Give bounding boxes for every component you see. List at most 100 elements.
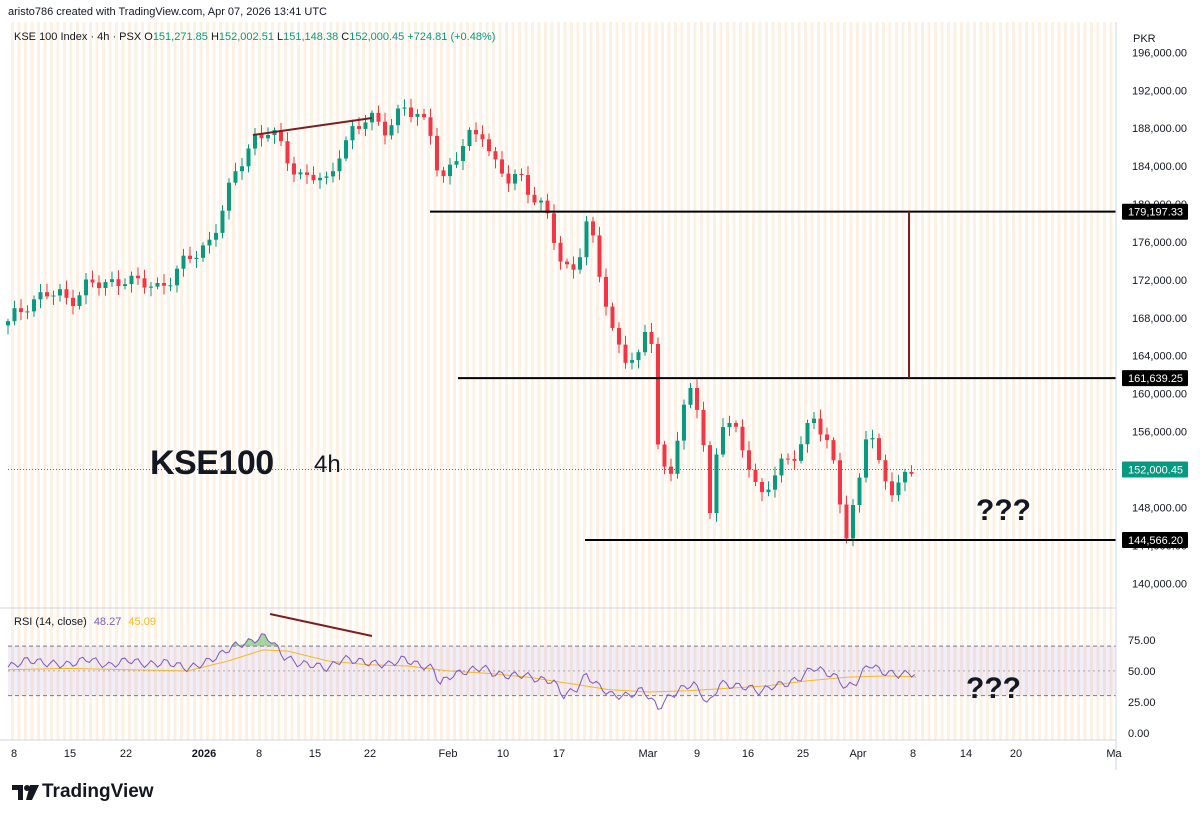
tradingview-brand-name[interactable]: TradingView <box>42 781 154 802</box>
tradingview-logo-icon[interactable] <box>12 782 40 804</box>
candle-body <box>890 481 894 496</box>
session-stripe <box>498 22 502 740</box>
session-stripe <box>472 22 476 740</box>
price-label-box <box>1122 532 1188 548</box>
candle-body <box>539 200 543 203</box>
candle-body <box>90 279 95 283</box>
session-stripe <box>245 22 248 740</box>
candle-body <box>883 460 888 482</box>
session-stripe <box>492 22 495 740</box>
price-label-text: 161,639.25 <box>1128 373 1183 385</box>
candle-body <box>448 164 452 177</box>
session-stripe <box>466 22 469 740</box>
session-stripe <box>511 22 515 740</box>
candle-body <box>6 321 10 326</box>
rsi-ma-line <box>7 649 917 693</box>
candle-body <box>604 276 608 307</box>
session-stripe <box>882 22 885 740</box>
candle-body <box>753 469 758 482</box>
price-tick-label: 164,000.00 <box>1132 351 1187 363</box>
session-stripe <box>615 22 619 740</box>
session-stripe <box>56 22 60 740</box>
session-stripe <box>1064 22 1067 740</box>
session-stripe <box>459 22 463 740</box>
time-tick-label: 25 <box>797 748 809 760</box>
candle-body <box>558 242 563 262</box>
candle-body <box>591 221 595 236</box>
candle-body <box>162 283 166 286</box>
candle-body <box>597 235 602 277</box>
candle-body <box>513 174 517 184</box>
candle-body <box>877 438 881 461</box>
session-stripe <box>1044 22 1048 740</box>
candle-body <box>324 176 329 178</box>
candle-body <box>415 114 420 117</box>
session-stripe <box>89 22 92 740</box>
candle-body <box>240 166 244 172</box>
session-stripe <box>570 22 573 740</box>
session-stripe <box>687 22 690 740</box>
price-panel[interactable] <box>6 98 1116 547</box>
session-stripe <box>609 22 612 740</box>
candle-body <box>903 471 907 483</box>
session-stripe <box>667 22 671 740</box>
candle-body <box>116 279 121 286</box>
candle-body <box>825 434 829 441</box>
session-stripe <box>674 22 677 740</box>
candle-body <box>636 352 641 361</box>
time-axis[interactable]: 8 15 22 2026 8 15 22 Feb 10 17 Mar 9 16 25 Apr 8 14 20 Ma <box>11 748 1123 760</box>
candle-body <box>435 135 439 171</box>
candle-body <box>305 172 309 175</box>
session-stripe <box>518 22 521 740</box>
candle-body <box>350 126 355 141</box>
candle-body <box>701 409 706 446</box>
session-stripe <box>979 22 983 740</box>
session-stripe <box>69 22 73 740</box>
session-stripe <box>414 22 417 740</box>
price-label-text: 144,566.20 <box>1128 535 1183 547</box>
price-tick-label: 168,000.00 <box>1132 313 1187 325</box>
price-tick-label: 160,000.00 <box>1132 389 1187 401</box>
rsi-name[interactable]: RSI (14, close) <box>14 616 87 628</box>
candle-body <box>526 175 530 195</box>
time-tick-label: 22 <box>120 748 132 760</box>
price-tick-label: 196,000.00 <box>1132 47 1187 59</box>
session-stripe <box>849 22 853 740</box>
session-stripe <box>797 22 801 740</box>
rsi-panel[interactable] <box>7 613 1116 710</box>
session-stripe <box>219 22 222 740</box>
session-stripe <box>154 22 157 740</box>
time-tick-label: Mar <box>639 748 658 760</box>
rsi-axis[interactable]: 75.00 50.00 25.00 0.00 <box>1128 635 1156 740</box>
candle-body <box>227 182 231 211</box>
session-stripe <box>778 22 781 740</box>
session-stripe <box>329 22 333 740</box>
candle-body <box>123 284 127 286</box>
session-stripe <box>550 22 554 740</box>
price-axis[interactable]: 196,000.00 192,000.00 188,000.00 184,000.00… <box>1132 47 1187 590</box>
session-stripe <box>531 22 534 740</box>
candle-body <box>207 239 212 246</box>
candle-body <box>428 117 433 136</box>
candle-body <box>766 489 771 493</box>
price-question-annotation: ??? <box>976 494 1031 527</box>
session-stripe <box>420 22 424 740</box>
rsi-overbought-fill <box>232 633 278 647</box>
candle-body <box>25 311 30 313</box>
candle-body <box>454 161 459 165</box>
session-stripe <box>1083 22 1087 740</box>
currency-label[interactable]: PKR <box>1133 33 1156 45</box>
candle-body <box>519 174 524 175</box>
close-label: C <box>341 31 350 43</box>
session-stripe <box>258 22 261 740</box>
session-stripe <box>713 22 716 740</box>
symbol-name[interactable]: KSE 100 Index · 4h · PSX <box>14 31 142 43</box>
candle-body <box>565 261 569 265</box>
session-stripe <box>212 22 216 740</box>
session-stripe <box>700 22 703 740</box>
session-stripe <box>765 22 768 740</box>
candle-body <box>688 388 693 405</box>
price-tick-label: 148,000.00 <box>1132 502 1187 514</box>
low-value: 151,148.38 <box>283 31 339 43</box>
